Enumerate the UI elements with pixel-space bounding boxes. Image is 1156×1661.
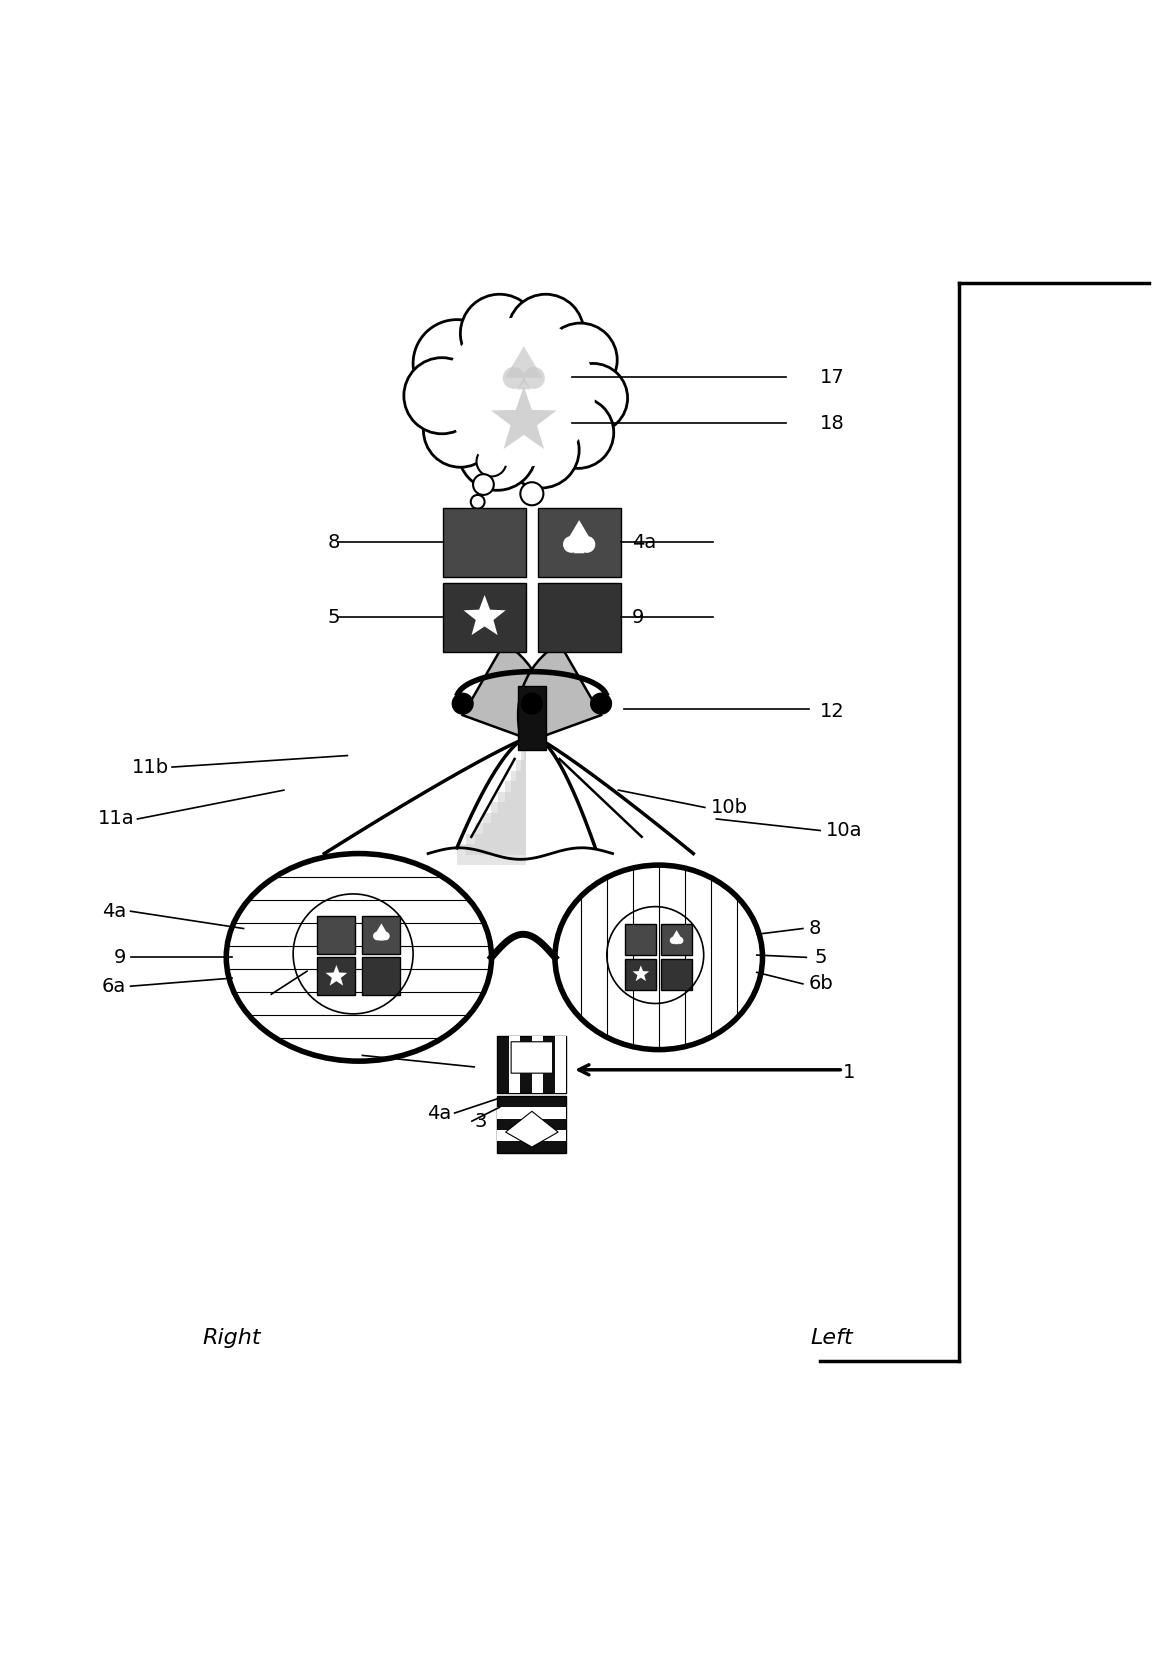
Bar (466, 834, 526, 855)
Text: 5: 5 (815, 948, 827, 967)
Circle shape (507, 294, 584, 370)
Text: 12: 12 (820, 703, 845, 721)
Bar (505, 781, 526, 802)
Text: 17: 17 (820, 367, 845, 387)
Text: 4a: 4a (427, 1103, 451, 1123)
Bar (362, 957, 400, 995)
Bar (498, 792, 526, 812)
Circle shape (520, 482, 543, 505)
Circle shape (373, 932, 381, 940)
Polygon shape (326, 965, 347, 985)
Bar (497, 1129, 566, 1141)
Bar (362, 915, 400, 953)
Text: 11b: 11b (132, 757, 169, 777)
Bar (491, 802, 526, 824)
Text: 8: 8 (809, 919, 821, 938)
Bar (532, 1036, 543, 1093)
Text: 2: 2 (347, 1046, 358, 1065)
Circle shape (503, 367, 525, 389)
Circle shape (381, 932, 390, 940)
Bar (518, 686, 546, 749)
Circle shape (543, 324, 617, 397)
Polygon shape (517, 377, 531, 389)
Circle shape (423, 394, 497, 467)
FancyBboxPatch shape (511, 1041, 553, 1073)
Circle shape (476, 447, 506, 477)
Text: 11a: 11a (97, 809, 134, 829)
Ellipse shape (555, 865, 763, 1050)
Bar (520, 751, 526, 771)
Polygon shape (378, 937, 384, 940)
Bar (661, 958, 692, 990)
Circle shape (578, 537, 595, 553)
Text: Right: Right (202, 1327, 261, 1349)
Circle shape (591, 693, 612, 714)
Polygon shape (373, 924, 388, 937)
Text: 10a: 10a (825, 821, 862, 840)
Bar (318, 915, 355, 953)
Polygon shape (491, 387, 557, 448)
Text: 3: 3 (474, 1111, 487, 1131)
Circle shape (669, 937, 677, 943)
Text: 6b: 6b (809, 975, 833, 993)
Text: 5: 5 (254, 985, 267, 1003)
Bar (538, 508, 621, 576)
Polygon shape (505, 1111, 558, 1148)
Text: 8: 8 (328, 533, 340, 551)
Polygon shape (632, 965, 650, 982)
Bar (443, 508, 526, 576)
Bar (318, 957, 355, 995)
Circle shape (452, 693, 473, 714)
Polygon shape (674, 940, 679, 943)
Bar (511, 771, 526, 792)
Circle shape (458, 412, 536, 490)
Text: 4a: 4a (632, 533, 657, 551)
Bar (509, 1036, 520, 1093)
Text: 9: 9 (113, 948, 126, 967)
Text: 9: 9 (632, 608, 645, 626)
Circle shape (470, 495, 484, 508)
Bar (625, 924, 657, 955)
Wedge shape (518, 643, 601, 744)
Text: 10b: 10b (711, 797, 748, 817)
Bar (524, 739, 526, 761)
Polygon shape (505, 345, 542, 377)
Bar (483, 812, 526, 834)
Circle shape (445, 317, 595, 467)
Ellipse shape (227, 854, 491, 1061)
Circle shape (563, 537, 580, 553)
Bar (555, 1036, 566, 1093)
Circle shape (521, 693, 542, 714)
Bar (661, 924, 692, 955)
Circle shape (503, 412, 579, 488)
Circle shape (676, 937, 683, 943)
Polygon shape (670, 930, 683, 940)
Bar (443, 583, 526, 651)
Text: 1: 1 (843, 1063, 855, 1083)
Circle shape (413, 319, 501, 407)
Bar (497, 1096, 566, 1153)
Text: 4a: 4a (102, 902, 126, 920)
Text: 6a: 6a (102, 977, 126, 995)
Circle shape (460, 294, 539, 372)
Wedge shape (462, 643, 546, 744)
Bar (475, 824, 526, 844)
Bar (497, 1108, 566, 1118)
Circle shape (473, 473, 494, 495)
Bar (517, 761, 526, 781)
Circle shape (403, 357, 480, 434)
Bar (538, 583, 621, 651)
Text: Left: Left (810, 1327, 853, 1349)
Circle shape (542, 397, 614, 468)
Polygon shape (565, 520, 593, 545)
Text: 18: 18 (820, 414, 845, 434)
Circle shape (523, 367, 544, 389)
Text: 5: 5 (328, 608, 340, 626)
Polygon shape (573, 545, 585, 553)
Polygon shape (464, 595, 505, 635)
Bar (497, 1036, 566, 1093)
Bar (625, 958, 657, 990)
Bar (457, 844, 526, 865)
Circle shape (558, 364, 628, 432)
